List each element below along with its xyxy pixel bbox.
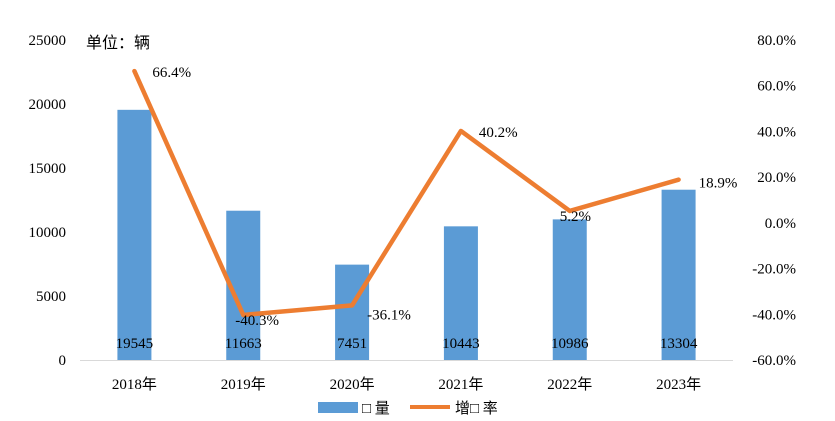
left-tick-label: 10000 [29,225,67,241]
bar [117,109,152,360]
right-tick-label: 60.0% [757,79,796,95]
x-tick-label: 2021年 [438,376,483,393]
left-tick-label: 0 [59,353,67,369]
legend-line-label: 增□ 率 [455,400,498,417]
bar-data-label: 19545 [116,336,154,352]
right-tick-label: 0.0% [765,216,796,232]
line-data-label: -40.3% [235,313,279,329]
legend-bar-swatch [318,402,358,413]
line-series [132,68,681,318]
bar-data-label: 10986 [551,336,589,352]
left-axis-ticks: 0 5000 10000 15000 20000 25000 [29,33,67,369]
line-data-labels: 66.4% -40.3% -36.1% 40.2% 5.2% 18.9% [152,65,737,329]
bar-data-label: 10443 [442,336,480,352]
right-tick-label: 20.0% [757,170,796,186]
right-tick-label: -20.0% [752,262,796,278]
left-tick-label: 25000 [29,33,67,49]
bar-data-labels: 19545 11663 7451 10443 10986 13304 [116,336,698,352]
x-tick-label: 2019年 [221,376,266,393]
right-tick-label: 40.0% [757,124,796,140]
legend: □ 量 增□ 率 [318,400,498,417]
x-tick-label: 2023年 [656,376,701,393]
x-tick-label: 2020年 [330,376,375,393]
right-tick-label: -60.0% [752,353,796,369]
bar [335,264,370,360]
right-tick-label: -40.0% [752,307,796,323]
growth-line [132,68,681,318]
right-axis-ticks: -60.0% -40.0% -20.0% 0.0% 20.0% 40.0% 60.0% 80.… [752,33,796,369]
bar-series [117,109,696,360]
line-data-label: 40.2% [479,125,518,141]
bar-data-label: 11663 [225,336,262,352]
legend-bar-label: □ 量 [362,401,390,417]
line-data-label: 5.2% [560,209,591,225]
bar-data-label: 13304 [660,336,698,352]
right-tick-label: 80.0% [757,33,796,49]
x-axis-tick-labels: 2018年 2019年 2020年 2021年 2022年 2023年 [112,376,701,393]
bar [443,226,478,360]
line-data-label: 66.4% [152,65,191,81]
left-tick-label: 5000 [36,289,66,305]
line-data-label: 18.9% [699,176,738,192]
line-data-label: -36.1% [367,307,411,323]
bar-data-label: 7451 [337,336,367,352]
x-tick-label: 2022年 [547,376,592,393]
bar [661,189,696,360]
unit-label: 单位：辆 [86,34,150,52]
bar [552,219,587,360]
x-tick-label: 2018年 [112,376,157,393]
left-tick-label: 15000 [29,161,67,177]
left-tick-label: 20000 [29,97,67,113]
